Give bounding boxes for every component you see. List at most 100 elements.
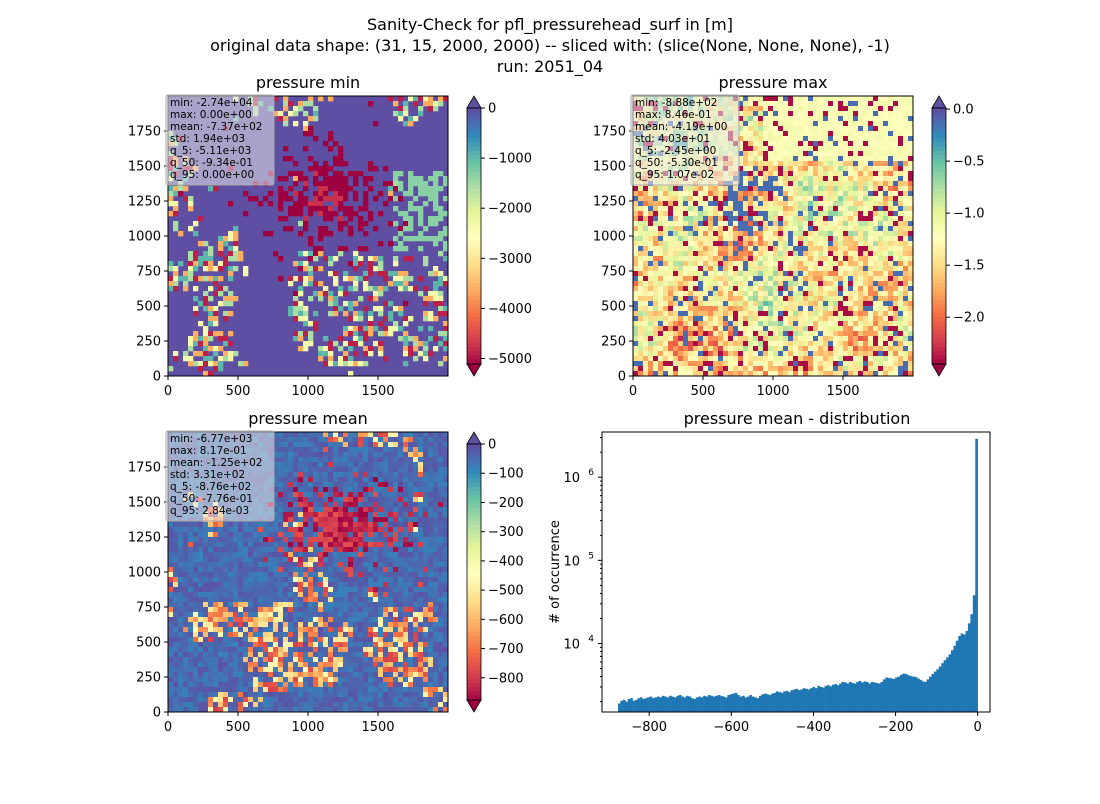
heatmap-cell	[798, 346, 803, 351]
heatmap-cell	[433, 171, 438, 176]
heatmap-cell	[313, 161, 318, 166]
heatmap-cell	[673, 266, 678, 271]
heatmap-cell	[818, 101, 823, 106]
heatmap-cell	[688, 196, 693, 201]
heatmap-cell	[378, 432, 383, 437]
heatmap-cell	[408, 462, 413, 467]
heatmap-cell	[413, 236, 418, 241]
heatmap-cell	[813, 326, 818, 331]
heatmap-cell	[813, 261, 818, 266]
heatmap-cell	[303, 221, 308, 226]
heatmap-cell	[778, 171, 783, 176]
heatmap-cell	[383, 331, 388, 336]
heatmap-cell	[863, 151, 868, 156]
heatmap-cell	[643, 346, 648, 351]
heatmap-cell	[298, 482, 303, 487]
heatmap-cell	[403, 437, 408, 442]
heatmap-cell	[898, 271, 903, 276]
heatmap-cell	[383, 166, 388, 171]
heatmap-cell	[438, 462, 443, 467]
heatmap-cell	[643, 256, 648, 261]
heatmap-cell	[883, 201, 888, 206]
heatmap-cell	[678, 266, 683, 271]
heatmap-cell	[838, 286, 843, 291]
heatmap-cell	[858, 241, 863, 246]
colorbar-segment	[932, 343, 946, 348]
heatmap-cell	[803, 321, 808, 326]
heatmap-cell	[723, 346, 728, 351]
heatmap-cell	[873, 306, 878, 311]
heatmap-cell	[823, 236, 828, 241]
colorbar-tick-label: −1.0	[953, 207, 985, 222]
heatmap-cell	[668, 281, 673, 286]
heatmap-cell	[323, 226, 328, 231]
heatmap-cell	[788, 316, 793, 321]
heatmap-cell	[783, 126, 788, 131]
heatmap-cell	[418, 231, 423, 236]
heatmap-cell	[713, 251, 718, 256]
heatmap-cell	[388, 281, 393, 286]
heatmap-cell	[408, 437, 413, 442]
heatmap-cell	[898, 211, 903, 216]
panel-title: pressure min	[256, 73, 360, 92]
heatmap-cell	[293, 311, 298, 316]
heatmap-cell	[633, 286, 638, 291]
heatmap-cell	[883, 276, 888, 281]
heatmap-cell	[353, 351, 358, 356]
heatmap-cell	[428, 432, 433, 437]
heatmap-cell	[383, 462, 388, 467]
heatmap-cell	[743, 201, 748, 206]
heatmap-cell	[768, 171, 773, 176]
heatmap-cell	[898, 101, 903, 106]
heatmap-cell	[308, 266, 313, 271]
heatmap-cell	[858, 121, 863, 126]
heatmap-cell	[758, 206, 763, 211]
heatmap-cell	[708, 351, 713, 356]
heatmap-cell	[303, 442, 308, 447]
heatmap-cell	[698, 191, 703, 196]
heatmap-cell	[868, 356, 873, 361]
heatmap-cell	[383, 437, 388, 442]
heatmap-cell	[823, 171, 828, 176]
colorbar-segment	[932, 125, 946, 130]
heatmap-cell	[728, 326, 733, 331]
heatmap-cell	[788, 246, 793, 251]
heatmap-cell	[698, 311, 703, 316]
heatmap-cell	[668, 296, 673, 301]
heatmap-cell	[848, 296, 853, 301]
heatmap-cell	[383, 457, 388, 462]
heatmap-cell	[708, 211, 713, 216]
heatmap-cell	[323, 457, 328, 462]
heatmap-cell	[673, 316, 678, 321]
heatmap-cell	[688, 286, 693, 291]
heatmap-cell	[648, 296, 653, 301]
heatmap-cell	[333, 186, 338, 191]
heatmap-cell	[308, 477, 313, 482]
heatmap-cell	[233, 266, 238, 271]
heatmap-cell	[893, 181, 898, 186]
heatmap-cell	[643, 231, 648, 236]
heatmap-cell	[228, 351, 233, 356]
heatmap-cell	[298, 106, 303, 111]
heatmap-cell	[733, 321, 738, 326]
heatmap-cell	[868, 106, 873, 111]
heatmap-cell	[678, 361, 683, 366]
heatmap-cell	[388, 472, 393, 477]
heatmap-cell	[873, 326, 878, 331]
heatmap-cell	[363, 432, 368, 437]
heatmap-cell	[863, 171, 868, 176]
heatmap-cell	[818, 326, 823, 331]
heatmap-cell	[803, 296, 808, 301]
heatmap-cell	[768, 196, 773, 201]
heatmap-cell	[748, 111, 753, 116]
heatmap-cell	[403, 462, 408, 467]
heatmap-cell	[748, 221, 753, 226]
heatmap-cell	[668, 231, 673, 236]
heatmap-cell	[338, 462, 343, 467]
heatmap-cell	[433, 472, 438, 477]
heatmap-cell	[328, 467, 333, 472]
heatmap-cell	[683, 211, 688, 216]
heatmap-cell	[188, 361, 193, 366]
heatmap-cell	[293, 452, 298, 457]
heatmap-cell	[883, 326, 888, 331]
